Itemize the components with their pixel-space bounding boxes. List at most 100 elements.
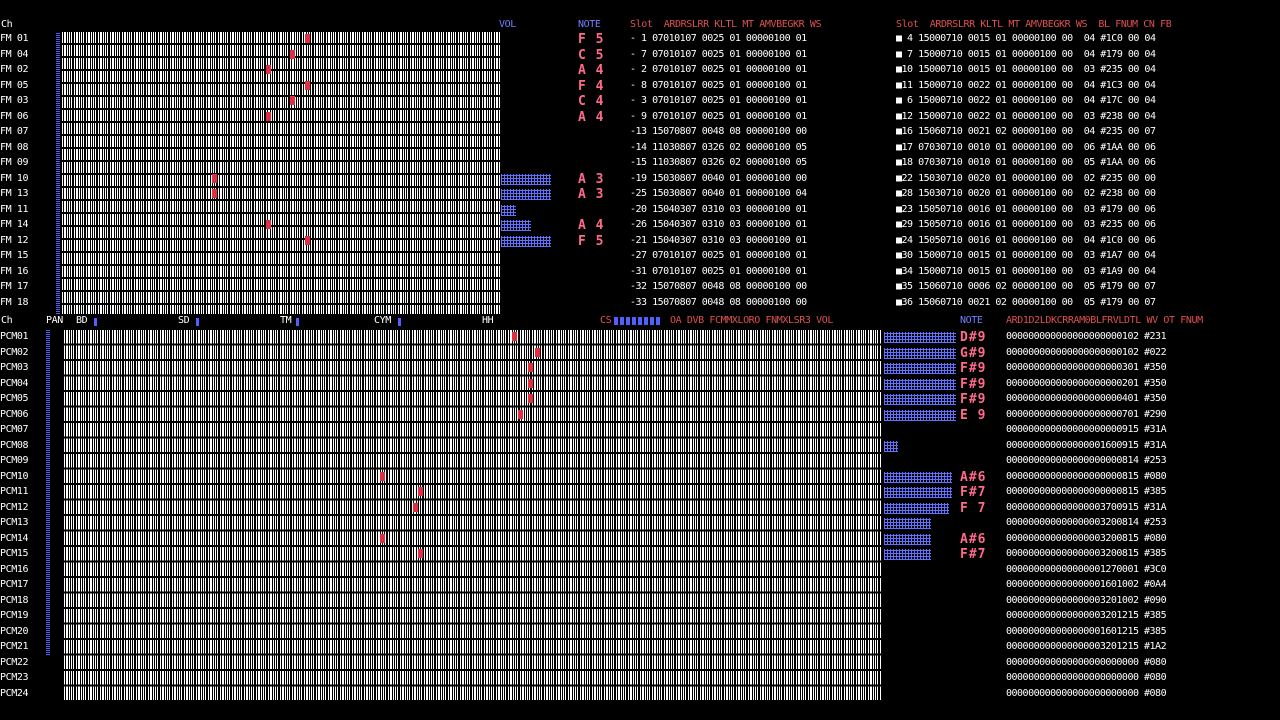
fm-slot-row: -31 07010107 0025 01 00000100 01 xyxy=(630,265,807,277)
fm-vol-header: VOL xyxy=(499,19,516,30)
fm-slot-row: -14 11030807 0326 02 00000100 05 xyxy=(630,141,807,153)
fm-note: A 4 xyxy=(578,218,605,233)
rhythm-slider-bd[interactable] xyxy=(94,318,97,326)
fm-note-marker xyxy=(290,49,295,59)
pcm-channel-label: PCM04 xyxy=(0,377,29,389)
fm-channel-label: FM 13 xyxy=(0,188,29,199)
fm-slot-row: -27 07010107 0025 01 00000100 01 xyxy=(630,250,807,261)
pcm-volume-bar xyxy=(884,409,956,421)
pcm-note-marker xyxy=(418,487,423,496)
rhythm-cs-label: CS xyxy=(600,315,612,326)
pcm-channel-label: PCM12 xyxy=(0,501,29,513)
fm-note: A 3 xyxy=(578,187,605,202)
pcm-note: A#6 xyxy=(960,469,987,485)
pcm-param-row: 000000000000000000000701 #290 xyxy=(1006,408,1167,420)
pcm-note: F#9 xyxy=(960,361,987,376)
fm-note: F 5 xyxy=(578,32,605,47)
pcm-param-row: 000000000000000000000102 #231 xyxy=(1006,331,1167,342)
pcm-note: F 7 xyxy=(960,500,987,516)
fm-channel-label: FM 04 xyxy=(0,48,29,60)
pcm-volume-bar xyxy=(884,347,956,359)
pcm-param-row: 000000000000000001601215 #385 xyxy=(1006,625,1167,637)
pcm-note-marker xyxy=(413,502,418,512)
pcm-channel-label: PCM07 xyxy=(0,424,29,435)
pcm-channel-label: PCM03 xyxy=(0,362,29,373)
fm-note-marker xyxy=(305,80,310,90)
fm-note-marker xyxy=(305,235,310,245)
rhythm-slider-sd[interactable] xyxy=(196,318,199,326)
fm-slot-row: ■22 15030710 0020 01 00000100 00 02 #235… xyxy=(896,172,1156,184)
pcm-param-row: 000000000000000003700915 #31A xyxy=(1006,501,1167,513)
fm-slot-row: ■28 15030710 0020 01 00000100 00 02 #238… xyxy=(896,188,1156,199)
pcm-piano-roll[interactable] xyxy=(62,330,882,702)
fm-slot-row: -32 15070807 0048 08 00000100 00 xyxy=(630,281,807,292)
fm-volume-bar xyxy=(501,189,551,200)
pcm-param-row: 000000000000000001270001 #3C0 xyxy=(1006,563,1167,575)
fm-ch-header: Ch xyxy=(1,19,13,30)
fm-note-marker xyxy=(212,173,217,183)
fm-channel-label: FM 17 xyxy=(0,281,29,292)
pcm-channel-label: PCM09 xyxy=(0,455,29,466)
pcm-param-row: 000000000000000001601002 #0A4 xyxy=(1006,579,1167,590)
pcm-param-row: 000000000000000000000815 #080 xyxy=(1006,470,1167,482)
pcm-volume-bar xyxy=(884,471,953,483)
pcm-volume-bar xyxy=(884,363,956,374)
pcm-note: E 9 xyxy=(960,407,987,423)
fm-note-marker xyxy=(212,189,217,198)
pcm-note-marker xyxy=(528,394,533,403)
pcm-channel-label: PCM13 xyxy=(0,517,29,528)
fm-note: F 4 xyxy=(578,78,605,94)
pcm-volume-bar xyxy=(884,394,956,405)
pcm-param-row: 000000000000000001600915 #31A xyxy=(1006,439,1167,451)
pcm-note-marker xyxy=(380,471,385,481)
fm-note: A 3 xyxy=(578,171,605,187)
pcm-param-row: 000000000000000000000201 #350 xyxy=(1006,377,1167,389)
pcm-param-row: 000000000000000003200815 #080 xyxy=(1006,532,1167,544)
fm-note-header: NOTE xyxy=(578,19,601,30)
rhythm-pan: PAN xyxy=(46,315,63,326)
pcm-channel-label: PCM10 xyxy=(0,470,29,482)
fm-channel-label: FM 01 xyxy=(0,33,29,44)
pcm-channel-label: PCM08 xyxy=(0,439,29,451)
rhythm-slider-tm[interactable] xyxy=(296,318,299,326)
fm-slot-header-left: Slot ARDRSLRR KLTL MT AMVBEGKR WS xyxy=(630,19,822,30)
pcm-note-marker xyxy=(518,409,523,419)
fm-slot-row: ■10 15000710 0015 01 00000100 00 03 #235… xyxy=(896,64,1156,75)
fm-slot-row: ■36 15060710 0021 02 00000100 00 05 #179… xyxy=(896,296,1156,308)
pcm-channel-label: PCM17 xyxy=(0,579,29,590)
pcm-channel-label: PCM14 xyxy=(0,532,29,544)
pcm-param-row: 000000000000000000000000 #080 xyxy=(1006,672,1167,683)
rhythm-ch-label: Ch xyxy=(1,315,13,326)
pcm-volume-bar xyxy=(884,533,931,545)
fm-note: A 4 xyxy=(578,109,605,125)
fm-channel-label: FM 02 xyxy=(0,64,29,75)
fm-slot-row: ■35 15060710 0006 02 00000100 00 05 #179… xyxy=(896,281,1156,292)
pcm-channel-label: PCM18 xyxy=(0,594,29,606)
pcm-param-row: 000000000000000000000102 #022 xyxy=(1006,346,1167,358)
pcm-param-row: 000000000000000003201215 #1A2 xyxy=(1006,641,1167,652)
rhythm-tm: TM xyxy=(280,315,292,326)
rhythm-slider-cym[interactable] xyxy=(398,318,401,326)
pcm-note-marker xyxy=(512,332,517,341)
fm-volume-bar xyxy=(501,204,516,216)
fm-channel-label: FM 18 xyxy=(0,296,29,308)
pcm-volume-bar xyxy=(884,518,931,529)
fm-note: A 4 xyxy=(578,63,605,78)
fm-channel-label: FM 12 xyxy=(0,234,29,246)
pcm-volume-bar xyxy=(884,378,956,390)
fm-note-marker xyxy=(290,96,295,105)
fm-slot-row: -13 15070807 0048 08 00000100 00 xyxy=(630,126,807,137)
pcm-channel-label: PCM15 xyxy=(0,548,29,559)
pcm-note: F#9 xyxy=(960,392,987,407)
pcm-note: G#9 xyxy=(960,345,987,361)
fm-slot-row: ■ 4 15000710 0015 01 00000100 00 04 #1C0… xyxy=(896,33,1156,44)
pcm-channel-label: PCM22 xyxy=(0,656,29,668)
pcm-note: F#7 xyxy=(960,485,987,500)
fm-piano-roll[interactable] xyxy=(60,32,500,314)
fm-slot-row: -33 15070807 0048 08 00000100 00 xyxy=(630,296,807,308)
fm-slot-row: ■11 15000710 0022 01 00000100 00 04 #1C3… xyxy=(896,79,1156,91)
pcm-param-header: ARD1D2LDKCRRAM0BLFRVLDTL WV OT FNUM xyxy=(1006,315,1203,326)
fm-slot-row: - 8 07010107 0025 01 00000100 01 xyxy=(630,79,807,91)
fm-slot-row: -15 11030807 0326 02 00000100 05 xyxy=(630,157,807,168)
fm-slot-row: ■30 15000710 0015 01 00000100 00 03 #1A7… xyxy=(896,250,1156,261)
